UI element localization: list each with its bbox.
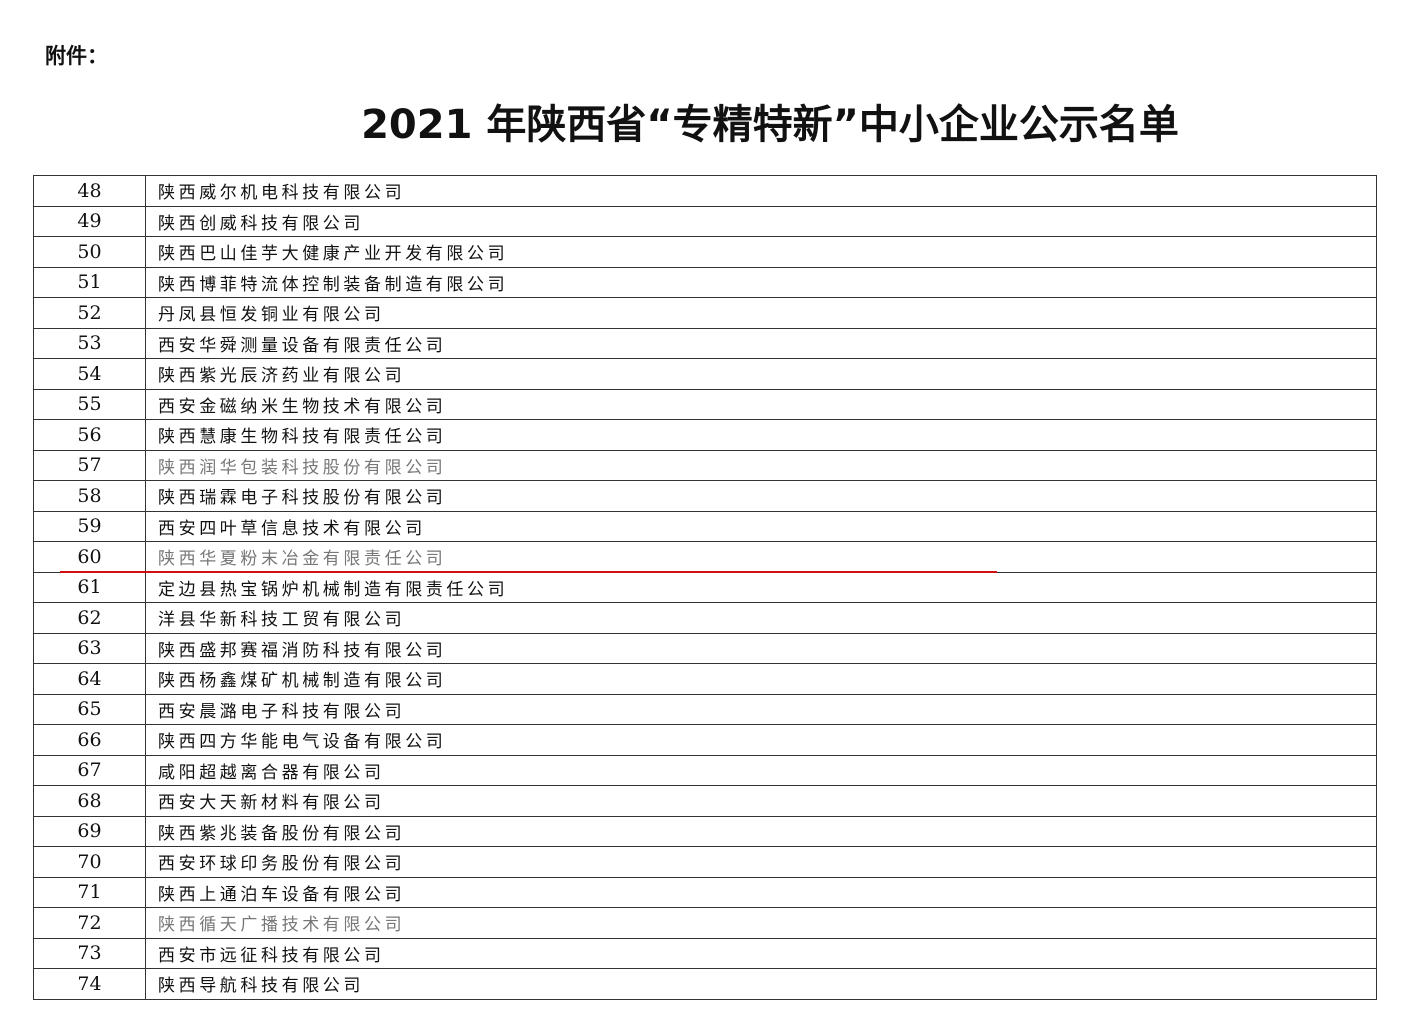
- company-name: 洋县华新科技工贸有限公司: [145, 602, 1377, 634]
- company-name: 陕西紫光辰济药业有限公司: [145, 358, 1377, 390]
- table-row: 50 陕西巴山佳芋大健康产业开发有限公司: [33, 236, 1377, 268]
- company-name: 西安晨潞电子科技有限公司: [145, 693, 1377, 725]
- table-row: 57 陕西润华包装科技股份有限公司: [33, 449, 1377, 481]
- table-row: 74 陕西导航科技有限公司: [33, 968, 1377, 1000]
- underline-mark: [60, 571, 997, 573]
- table-row: 70 西安环球印务股份有限公司: [33, 846, 1377, 878]
- company-name: 陕西循天广播技术有限公司: [145, 907, 1377, 939]
- table-row: 60 陕西华夏粉末冶金有限责任公司: [33, 541, 1377, 573]
- row-number: 67: [33, 754, 146, 786]
- row-number: 56: [33, 419, 146, 451]
- row-number: 64: [33, 663, 146, 695]
- row-number: 59: [33, 510, 146, 542]
- company-name: 陕西威尔机电科技有限公司: [145, 175, 1377, 207]
- table-row: 71 陕西上通泊车设备有限公司: [33, 876, 1377, 908]
- table-row: 56 陕西慧康生物科技有限责任公司: [33, 419, 1377, 451]
- table-row: 66 陕西四方华能电气设备有限公司: [33, 724, 1377, 756]
- table-row: 49 陕西创威科技有限公司: [33, 205, 1377, 237]
- row-number: 52: [33, 297, 146, 329]
- company-name: 陕西盛邦赛福消防科技有限公司: [145, 632, 1377, 664]
- table-row: 51 陕西博菲特流体控制装备制造有限公司: [33, 266, 1377, 298]
- company-name: 西安金磁纳米生物技术有限公司: [145, 388, 1377, 420]
- company-name: 陕西润华包装科技股份有限公司: [145, 449, 1377, 481]
- row-number: 63: [33, 632, 146, 664]
- company-name: 陕西巴山佳芋大健康产业开发有限公司: [145, 236, 1377, 268]
- row-number: 55: [33, 388, 146, 420]
- company-name: 定边县热宝锅炉机械制造有限责任公司: [145, 571, 1377, 603]
- company-name: 西安市远征科技有限公司: [145, 937, 1377, 969]
- row-number: 62: [33, 602, 146, 634]
- row-number: 69: [33, 815, 146, 847]
- table-row: 73 西安市远征科技有限公司: [33, 937, 1377, 969]
- company-table: 48 陕西威尔机电科技有限公司 49 陕西创威科技有限公司 50 陕西巴山佳芋大健康产业开…: [33, 175, 1377, 1000]
- company-name: 咸阳超越离合器有限公司: [145, 754, 1377, 786]
- row-number: 68: [33, 785, 146, 817]
- table-row: 61 定边县热宝锅炉机械制造有限责任公司: [33, 571, 1377, 603]
- row-number: 60: [33, 541, 146, 573]
- table-row: 67 咸阳超越离合器有限公司: [33, 754, 1377, 786]
- row-number: 51: [33, 266, 146, 298]
- table-row: 62 洋县华新科技工贸有限公司: [33, 602, 1377, 634]
- table-row: 58 陕西瑞霖电子科技股份有限公司: [33, 480, 1377, 512]
- document-title: 2021 年陕西省“专精特新”中小企业公示名单: [361, 102, 1179, 148]
- company-name: 陕西四方华能电气设备有限公司: [145, 724, 1377, 756]
- table-row: 65 西安晨潞电子科技有限公司: [33, 693, 1377, 725]
- row-number: 49: [33, 205, 146, 237]
- table-row: 63 陕西盛邦赛福消防科技有限公司: [33, 632, 1377, 664]
- table-row: 59 西安四叶草信息技术有限公司: [33, 510, 1377, 542]
- row-number: 57: [33, 449, 146, 481]
- table-row: 68 西安大天新材料有限公司: [33, 785, 1377, 817]
- company-name: 丹凤县恒发铜业有限公司: [145, 297, 1377, 329]
- company-name: 陕西瑞霖电子科技股份有限公司: [145, 480, 1377, 512]
- table-row: 54 陕西紫光辰济药业有限公司: [33, 358, 1377, 390]
- table-row: 69 陕西紫兆装备股份有限公司: [33, 815, 1377, 847]
- row-number: 71: [33, 876, 146, 908]
- table-row: 48 陕西威尔机电科技有限公司: [33, 175, 1377, 207]
- company-name: 陕西杨鑫煤矿机械制造有限公司: [145, 663, 1377, 695]
- company-name: 西安大天新材料有限公司: [145, 785, 1377, 817]
- table-row: 64 陕西杨鑫煤矿机械制造有限公司: [33, 663, 1377, 695]
- row-number: 61: [33, 571, 146, 603]
- table-row: 72 陕西循天广播技术有限公司: [33, 907, 1377, 939]
- company-name: 陕西上通泊车设备有限公司: [145, 876, 1377, 908]
- row-number: 58: [33, 480, 146, 512]
- company-name: 陕西创威科技有限公司: [145, 205, 1377, 237]
- company-name: 西安环球印务股份有限公司: [145, 846, 1377, 878]
- company-name: 西安四叶草信息技术有限公司: [145, 510, 1377, 542]
- table-row: 53 西安华舜测量设备有限责任公司: [33, 327, 1377, 359]
- row-number: 74: [33, 968, 146, 1000]
- row-number: 50: [33, 236, 146, 268]
- row-number: 70: [33, 846, 146, 878]
- row-number: 48: [33, 175, 146, 207]
- row-number: 72: [33, 907, 146, 939]
- company-name: 陕西紫兆装备股份有限公司: [145, 815, 1377, 847]
- row-number: 65: [33, 693, 146, 725]
- table-row: 52 丹凤县恒发铜业有限公司: [33, 297, 1377, 329]
- company-name: 西安华舜测量设备有限责任公司: [145, 327, 1377, 359]
- company-name: 陕西慧康生物科技有限责任公司: [145, 419, 1377, 451]
- row-number: 66: [33, 724, 146, 756]
- table-row: 55 西安金磁纳米生物技术有限公司: [33, 388, 1377, 420]
- company-name: 陕西华夏粉末冶金有限责任公司: [145, 541, 1377, 573]
- row-number: 53: [33, 327, 146, 359]
- row-number: 54: [33, 358, 146, 390]
- row-number: 73: [33, 937, 146, 969]
- attachment-label: 附件：: [45, 44, 108, 68]
- company-name: 陕西博菲特流体控制装备制造有限公司: [145, 266, 1377, 298]
- company-name: 陕西导航科技有限公司: [145, 968, 1377, 1000]
